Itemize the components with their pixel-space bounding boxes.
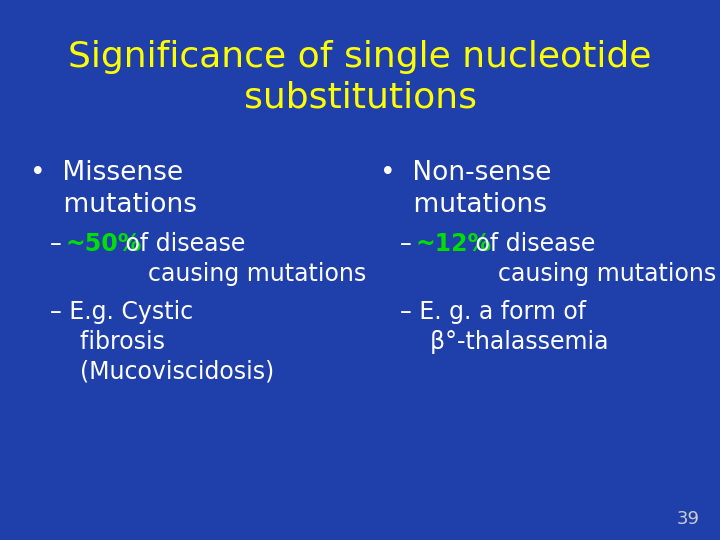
Text: of disease
    causing mutations: of disease causing mutations (118, 232, 366, 286)
Text: of disease
    causing mutations: of disease causing mutations (468, 232, 716, 286)
Text: ~50%: ~50% (66, 232, 143, 256)
Text: •  Non-sense
    mutations: • Non-sense mutations (380, 160, 552, 218)
Text: – E. g. a form of
    β°-thalassemia: – E. g. a form of β°-thalassemia (400, 300, 608, 354)
Text: Significance of single nucleotide
substitutions: Significance of single nucleotide substi… (68, 40, 652, 115)
Text: – E.g. Cystic
    fibrosis
    (Mucoviscidosis): – E.g. Cystic fibrosis (Mucoviscidosis) (50, 300, 274, 383)
Text: ~12%: ~12% (416, 232, 492, 256)
Text: •  Missense
    mutations: • Missense mutations (30, 160, 197, 218)
Text: 39: 39 (677, 510, 700, 528)
Text: –: – (400, 232, 419, 256)
Text: –: – (50, 232, 69, 256)
